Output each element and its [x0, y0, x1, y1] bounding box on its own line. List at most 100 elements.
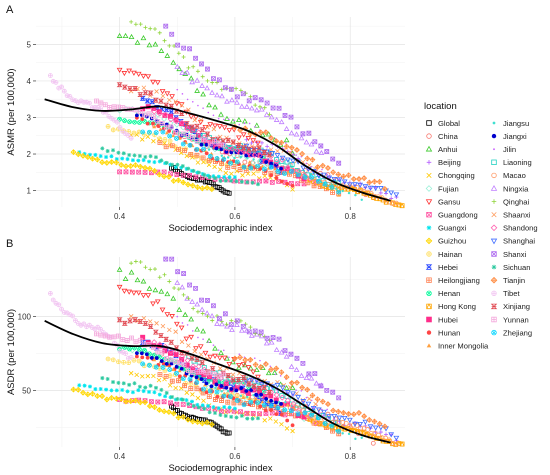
- data-point: [336, 428, 342, 434]
- data-point: [207, 111, 210, 114]
- data-point: [141, 158, 146, 163]
- data-point: [211, 405, 216, 410]
- data-point: [271, 369, 278, 375]
- data-point: [100, 146, 105, 151]
- data-point: [134, 372, 139, 378]
- data-point: [73, 318, 78, 323]
- data-point: [341, 432, 344, 435]
- data-point: [393, 200, 399, 206]
- data-point: [290, 187, 295, 192]
- data-point: [371, 418, 378, 425]
- data-point: [218, 349, 224, 355]
- data-point: [148, 383, 153, 388]
- data-point: [221, 393, 227, 399]
- data-point: [200, 171, 205, 176]
- data-point: [347, 191, 351, 195]
- data-point: [139, 137, 145, 142]
- data-point: [399, 202, 405, 209]
- data-point: [122, 163, 129, 170]
- data-point: [285, 403, 290, 407]
- data-point: [162, 38, 167, 43]
- data-point: [75, 151, 82, 158]
- data-point: [282, 407, 288, 413]
- data-point: [189, 355, 195, 361]
- x-tick-label: 0.4: [114, 452, 126, 461]
- x-tick-label: 0.8: [345, 452, 357, 461]
- data-point: [187, 172, 192, 178]
- data-point: [315, 407, 322, 413]
- data-point: [259, 364, 266, 370]
- legend-item-global: Global: [426, 119, 460, 128]
- data-point: [192, 348, 198, 354]
- data-point: [266, 399, 271, 404]
- legend-item-jilin: Jilin: [493, 145, 516, 154]
- data-point: [118, 161, 125, 168]
- legend-key: [425, 185, 433, 192]
- data-point: [137, 337, 143, 343]
- data-point: [140, 117, 145, 122]
- data-point: [207, 175, 212, 180]
- data-point: [177, 374, 182, 379]
- data-point: [133, 259, 138, 264]
- data-point: [250, 416, 255, 421]
- data-point: [245, 136, 252, 142]
- data-point: [142, 112, 148, 118]
- data-point: [176, 315, 179, 318]
- data-point: [200, 311, 205, 316]
- data-point: [250, 138, 257, 144]
- data-point: [376, 420, 383, 427]
- data-point: [132, 317, 139, 323]
- data-point: [283, 143, 290, 150]
- data-point: [285, 181, 290, 186]
- data-point: [234, 99, 240, 105]
- data-point: [253, 107, 260, 113]
- data-point: [125, 355, 131, 361]
- legend-item-chongqing: Chongqing: [426, 171, 475, 180]
- data-point: [163, 373, 169, 379]
- data-point: [295, 172, 301, 178]
- data-point: [164, 160, 169, 165]
- data-point: [255, 416, 260, 421]
- data-point: [70, 149, 77, 156]
- data-point: [169, 94, 175, 100]
- data-point: [243, 122, 246, 125]
- data-point: [279, 393, 285, 398]
- series-guizhou: [70, 386, 215, 428]
- data-point: [240, 145, 247, 151]
- data-point: [173, 118, 180, 125]
- data-point: [164, 361, 169, 366]
- data-point: [139, 351, 144, 356]
- x-axis-title: Sociodemographic index: [168, 223, 272, 234]
- legend-label: Fujian: [438, 184, 459, 193]
- data-point: [187, 376, 193, 382]
- data-point: [278, 118, 285, 125]
- data-point: [200, 328, 206, 334]
- data-point: [336, 395, 342, 401]
- data-point: [116, 266, 123, 272]
- data-point: [259, 392, 264, 397]
- data-point: [238, 103, 245, 109]
- data-point: [89, 155, 96, 162]
- data-point: [137, 399, 144, 406]
- legend-key: [426, 225, 432, 231]
- data-point: [169, 378, 175, 384]
- data-point: [285, 142, 287, 144]
- data-point: [133, 22, 138, 27]
- data-point: [279, 385, 286, 391]
- data-point: [275, 169, 281, 174]
- data-point: [200, 74, 205, 79]
- data-point: [278, 369, 285, 376]
- data-point: [121, 288, 128, 294]
- data-point: [231, 355, 238, 362]
- data-point: [248, 377, 255, 383]
- data-point: [273, 138, 280, 145]
- data-point: [94, 156, 101, 163]
- data-point: [236, 135, 242, 141]
- data-point: [154, 299, 161, 305]
- data-point: [321, 168, 323, 171]
- data-point: [167, 97, 172, 103]
- data-point: [248, 94, 253, 99]
- data-point: [159, 387, 164, 392]
- data-point: [120, 387, 125, 392]
- data-point: [367, 185, 374, 191]
